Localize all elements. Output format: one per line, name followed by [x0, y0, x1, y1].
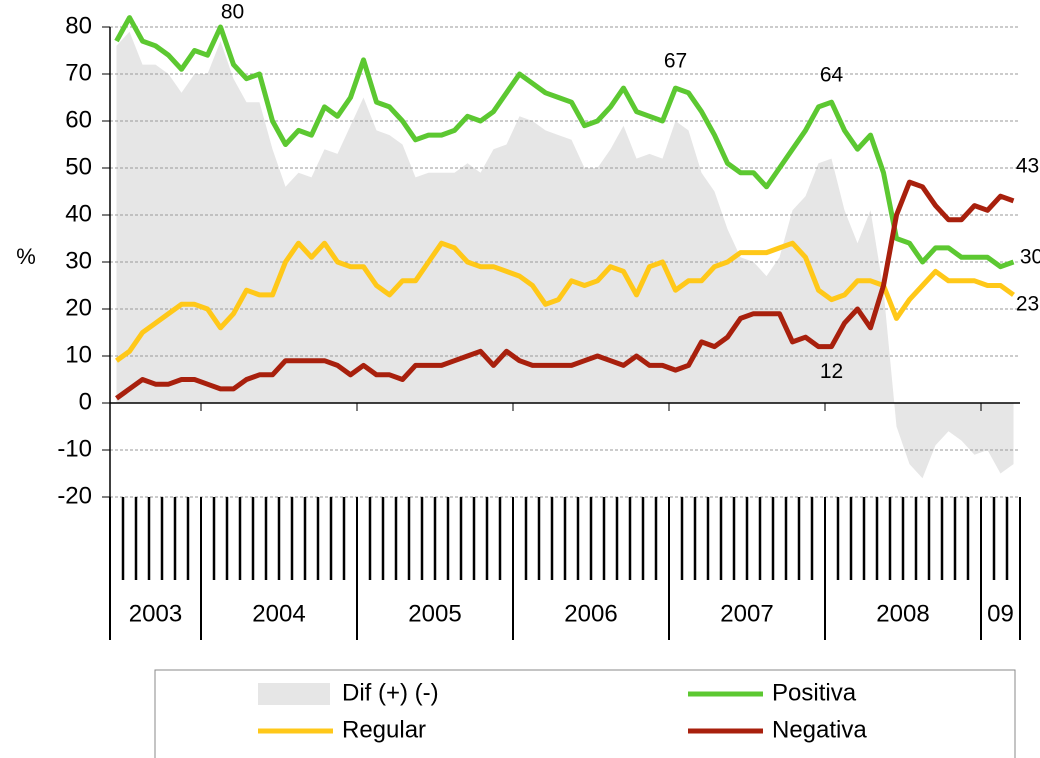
x-tick-label: 09 — [987, 600, 1014, 627]
legend-label: Negativa — [772, 716, 867, 743]
legend-label: Dif (+) (-) — [342, 679, 439, 706]
line — [115, 179, 1015, 401]
line-layer — [114, 15, 1015, 401]
data-label: 64 — [820, 64, 844, 87]
data-label: 30 — [1020, 246, 1040, 269]
y-tick-label: 70 — [65, 59, 92, 86]
data-label: 12 — [820, 360, 843, 383]
y-tick-label: 60 — [65, 106, 92, 133]
y-tick-label: 80 — [65, 12, 92, 39]
y-tick-label: 20 — [65, 294, 92, 321]
x-tick-label: 2004 — [252, 600, 305, 627]
data-label: 43 — [1016, 154, 1039, 177]
legend-label: Positiva — [772, 679, 857, 706]
x-tick-label: 2005 — [408, 600, 461, 627]
data-label: 80 — [221, 1, 244, 24]
y-tick-label: 30 — [65, 247, 92, 274]
x-tick-label: 2008 — [876, 600, 929, 627]
y-tick-label: 50 — [65, 153, 92, 180]
y-tick-label: 40 — [65, 200, 92, 227]
y-axis-label: % — [16, 244, 36, 269]
x-tick-label: 2007 — [720, 600, 773, 627]
x-tick-label: 2006 — [564, 600, 617, 627]
x-tick-label: 2003 — [129, 600, 182, 627]
y-tick-label: -20 — [57, 482, 92, 509]
data-label: 67 — [664, 50, 687, 73]
legend-swatch — [258, 683, 330, 705]
y-tick-label: 10 — [65, 341, 92, 368]
data-label: 23 — [1016, 292, 1039, 315]
legend-label: Regular — [342, 716, 426, 743]
line — [114, 15, 1015, 270]
y-tick-label: -10 — [57, 435, 92, 462]
line — [115, 240, 1015, 363]
y-tick-label: 0 — [79, 388, 92, 415]
